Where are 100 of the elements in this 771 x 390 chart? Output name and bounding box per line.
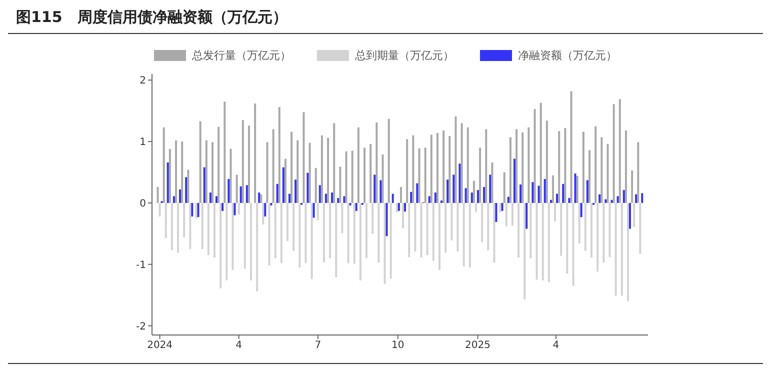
bar [641,193,644,203]
bar [282,167,284,203]
bar [444,202,447,253]
bar [452,174,455,203]
bar [341,202,344,234]
bar [306,172,309,203]
bar [574,173,576,203]
bar [633,202,636,227]
bar [562,184,564,203]
bar [622,190,625,203]
bar [278,107,280,203]
bar [376,122,378,203]
bar [355,202,358,211]
bar [564,128,566,203]
bar [432,202,434,261]
bar [544,179,546,203]
bar [236,174,238,203]
bar [406,139,408,203]
bar [312,202,315,218]
bar [329,202,332,258]
bar [248,126,250,203]
bar [378,202,380,263]
x-tick-label: 4 [552,340,560,352]
bar [612,104,615,203]
bar [402,202,404,228]
bar [256,202,258,292]
bar [560,202,562,256]
bar [522,132,524,203]
bar [462,202,465,266]
bar [175,140,178,203]
bar [268,202,270,266]
bar [584,202,586,251]
bar [302,112,305,203]
bar [438,202,440,270]
bar [468,202,471,268]
legend-label: 总到期量（万亿元） [355,48,454,63]
bar [170,202,173,250]
bar [199,121,202,203]
bar [408,202,410,258]
bar [280,202,282,264]
bar [226,202,228,280]
chart-title: 图115 周度信用债净融资额（万亿元） [16,8,288,27]
bar [637,142,640,203]
bar [205,140,208,203]
bar [588,150,590,203]
bar [540,102,542,203]
bar [474,202,477,212]
bar [479,148,482,203]
bar [191,202,194,216]
bar [530,202,532,258]
bar [218,126,220,203]
y-tick-label: 1 [140,137,146,148]
bar [434,192,436,203]
y-tick-label: 2 [140,76,146,87]
x-tick-label: 4 [236,340,242,352]
bar [418,148,420,203]
bar [222,202,224,211]
bar [310,202,313,280]
y-tick-label: 0 [140,198,146,210]
bar [550,200,552,203]
bar [628,202,631,229]
bar [598,194,601,203]
bar [578,202,580,244]
bar [272,129,274,203]
bar [436,132,438,203]
bar [509,137,512,203]
bar [604,199,607,203]
bar [357,127,360,203]
bar [244,202,246,269]
bar [242,120,244,203]
bar [359,202,362,280]
y-tick-label: -1 [136,260,146,271]
bar [520,184,522,203]
bar [209,192,212,203]
bar [384,202,386,284]
bar [232,202,234,270]
bar [353,202,356,264]
bar [454,116,457,203]
bar [489,174,492,203]
bar [238,202,240,215]
bar [183,202,186,238]
bar [162,127,165,203]
bar [442,130,445,203]
bar [164,202,167,238]
bar [189,202,192,250]
bar [404,202,406,212]
bar [156,187,159,203]
bar [586,180,588,203]
bar [216,196,218,203]
bar [472,180,475,203]
bar [448,136,451,203]
bar [414,202,416,252]
bar [320,135,323,203]
bar [410,192,412,203]
bar [526,202,528,229]
bar [464,188,467,203]
bar [380,180,382,203]
bar [568,198,570,203]
bar [388,118,390,203]
bar [181,142,184,203]
